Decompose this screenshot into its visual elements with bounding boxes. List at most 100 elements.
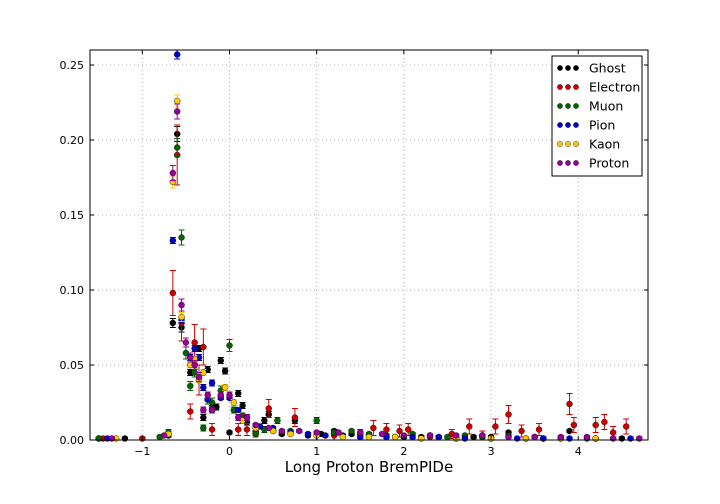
data-point (452, 432, 460, 439)
data-point (221, 367, 229, 375)
data-point (208, 406, 216, 414)
data-point (435, 433, 442, 441)
data-point (396, 427, 403, 435)
x-axis-label: Long Proton BremPIDe (285, 458, 453, 476)
series-proton (108, 103, 643, 442)
data-point (261, 417, 268, 424)
data-point (505, 433, 512, 441)
data-point (623, 423, 630, 430)
y-tick-label: 0.20 (60, 134, 85, 147)
data-point (265, 424, 272, 432)
data-point (391, 433, 399, 441)
data-point (583, 433, 591, 441)
data-point (173, 97, 181, 105)
data-point (265, 405, 272, 412)
data-point (357, 429, 364, 436)
data-point (200, 414, 207, 421)
data-point (426, 432, 434, 439)
data-point (208, 379, 216, 387)
legend-marker (573, 103, 579, 109)
data-point (169, 237, 177, 244)
data-point (518, 427, 525, 435)
data-point (339, 433, 347, 441)
data-point (169, 169, 177, 177)
data-point (191, 361, 198, 369)
data-point (204, 391, 211, 399)
data-point (178, 234, 185, 241)
data-point (187, 382, 194, 390)
data-point (370, 424, 377, 432)
data-point (557, 433, 565, 441)
x-tick-label: −1 (134, 445, 150, 458)
plot-data (95, 49, 643, 442)
data-point (217, 391, 224, 399)
data-point (230, 399, 238, 406)
data-point (252, 430, 259, 438)
x-tick-label: 0 (226, 445, 233, 458)
data-point (566, 435, 573, 442)
data-point (169, 289, 177, 297)
y-tick-label: 0.10 (60, 284, 85, 297)
legend-marker (565, 84, 571, 90)
data-point (191, 339, 198, 346)
legend-marker (565, 122, 571, 128)
data-point (274, 417, 281, 424)
data-point (226, 391, 233, 399)
legend-marker (573, 141, 579, 147)
legend-marker (573, 160, 579, 166)
data-point (335, 429, 342, 436)
data-point (618, 435, 626, 442)
data-point (322, 432, 329, 439)
data-point (235, 414, 242, 421)
data-point (609, 435, 617, 442)
legend-label: Ghost (589, 61, 626, 76)
data-point (121, 435, 129, 442)
legend-marker (557, 84, 563, 90)
data-point (200, 424, 207, 432)
legend-marker (557, 65, 563, 71)
data-point (296, 427, 303, 435)
data-point (178, 313, 185, 321)
data-point (208, 426, 216, 433)
x-tick-label: 4 (575, 445, 582, 458)
data-point (566, 427, 573, 435)
data-point (108, 435, 115, 442)
x-tick-label: 1 (313, 445, 320, 458)
data-point (313, 417, 320, 424)
data-point (200, 343, 207, 351)
plot-frame (89, 49, 649, 441)
data-point (383, 426, 390, 433)
axis-ticks: −1 0 1 2 3 4 0.00 0.05 0.10 0.15 0.20 0.25 (60, 50, 648, 458)
data-point (200, 384, 207, 391)
data-point (187, 354, 194, 361)
data-point (252, 421, 259, 429)
data-point (514, 435, 521, 442)
data-point (235, 426, 242, 433)
data-point (566, 400, 573, 408)
y-tick-label: 0.00 (60, 434, 85, 447)
legend-label: Pion (589, 118, 615, 133)
legend-marker (557, 103, 563, 109)
data-point (470, 433, 477, 441)
data-point (505, 411, 512, 418)
legend-label: Kaon (589, 137, 620, 152)
y-tick-label: 0.05 (60, 359, 85, 372)
data-point (636, 435, 643, 442)
data-point (243, 414, 251, 421)
legend-marker (565, 103, 571, 109)
data-point (239, 402, 246, 409)
data-point (278, 427, 286, 435)
data-point (418, 435, 425, 442)
data-point (169, 319, 177, 327)
data-point (178, 301, 185, 309)
legend-marker (573, 65, 579, 71)
data-point (226, 342, 233, 349)
data-point (160, 432, 168, 439)
data-point (217, 357, 224, 364)
legend-label: Proton (589, 156, 629, 171)
legend-box (551, 55, 643, 177)
legend-marker (573, 122, 579, 128)
legend-marker (557, 141, 563, 147)
data-point (378, 430, 386, 438)
data-point (365, 433, 373, 441)
